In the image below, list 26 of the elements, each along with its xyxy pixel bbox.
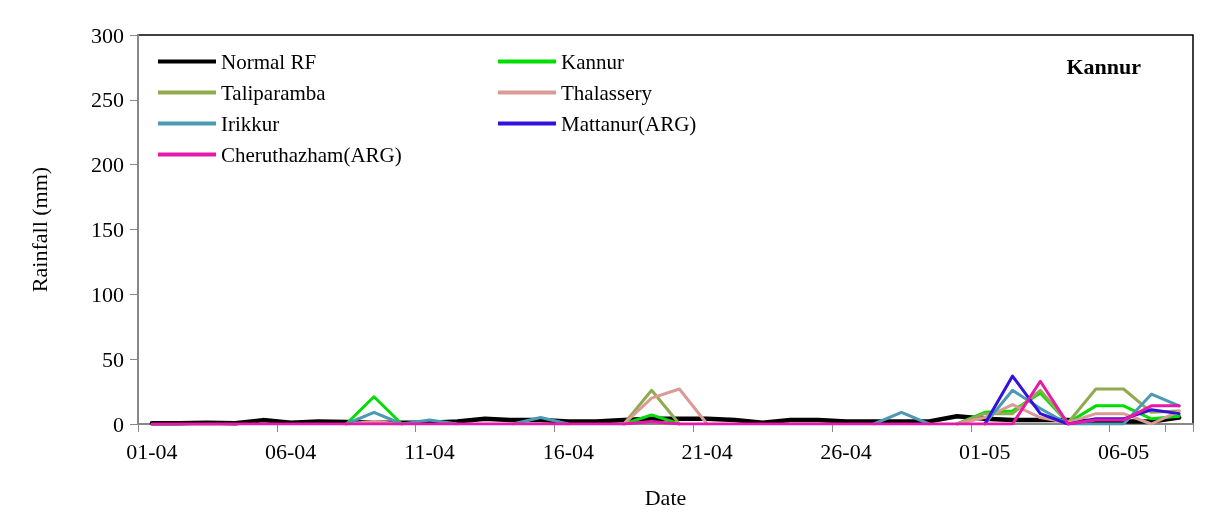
legend-label: Irikkur xyxy=(221,111,280,136)
x-tick-label: 16-04 xyxy=(542,438,594,464)
x-tick-label: 06-05 xyxy=(1097,438,1150,464)
text: Kannur xyxy=(1066,53,1142,79)
y-tick-label: 100 xyxy=(91,281,124,307)
y-axis-title: Rainfall (mm) xyxy=(26,166,52,293)
legend-label: Normal RF xyxy=(221,49,317,74)
x-tick-label: 21-04 xyxy=(681,438,733,464)
legend-label: Taliparamba xyxy=(221,80,327,105)
y-tick-label: 300 xyxy=(91,22,124,48)
legend-label: Thalassery xyxy=(561,80,653,105)
x-tick-label: 11-04 xyxy=(404,438,455,464)
y-tick-label: 200 xyxy=(91,152,124,178)
line-series xyxy=(150,379,1181,426)
legend-label: Mattanur(ARG) xyxy=(561,111,697,136)
y-tick-label: 250 xyxy=(91,87,124,113)
x-tick-label: 01-05 xyxy=(959,438,1011,464)
legend-label: Kannur xyxy=(561,49,624,74)
y-tick-label: 150 xyxy=(91,217,124,242)
x-tick-label: 26-04 xyxy=(820,438,872,464)
y-tick-label: 50 xyxy=(102,346,124,372)
legend-label: Cheruthazham(ARG) xyxy=(221,142,402,167)
x-tick-label: 01-04 xyxy=(126,438,178,464)
y-tick-label: 0 xyxy=(113,411,124,437)
x-axis-title: Date xyxy=(644,484,687,510)
x-tick-label: 06-04 xyxy=(265,438,317,464)
